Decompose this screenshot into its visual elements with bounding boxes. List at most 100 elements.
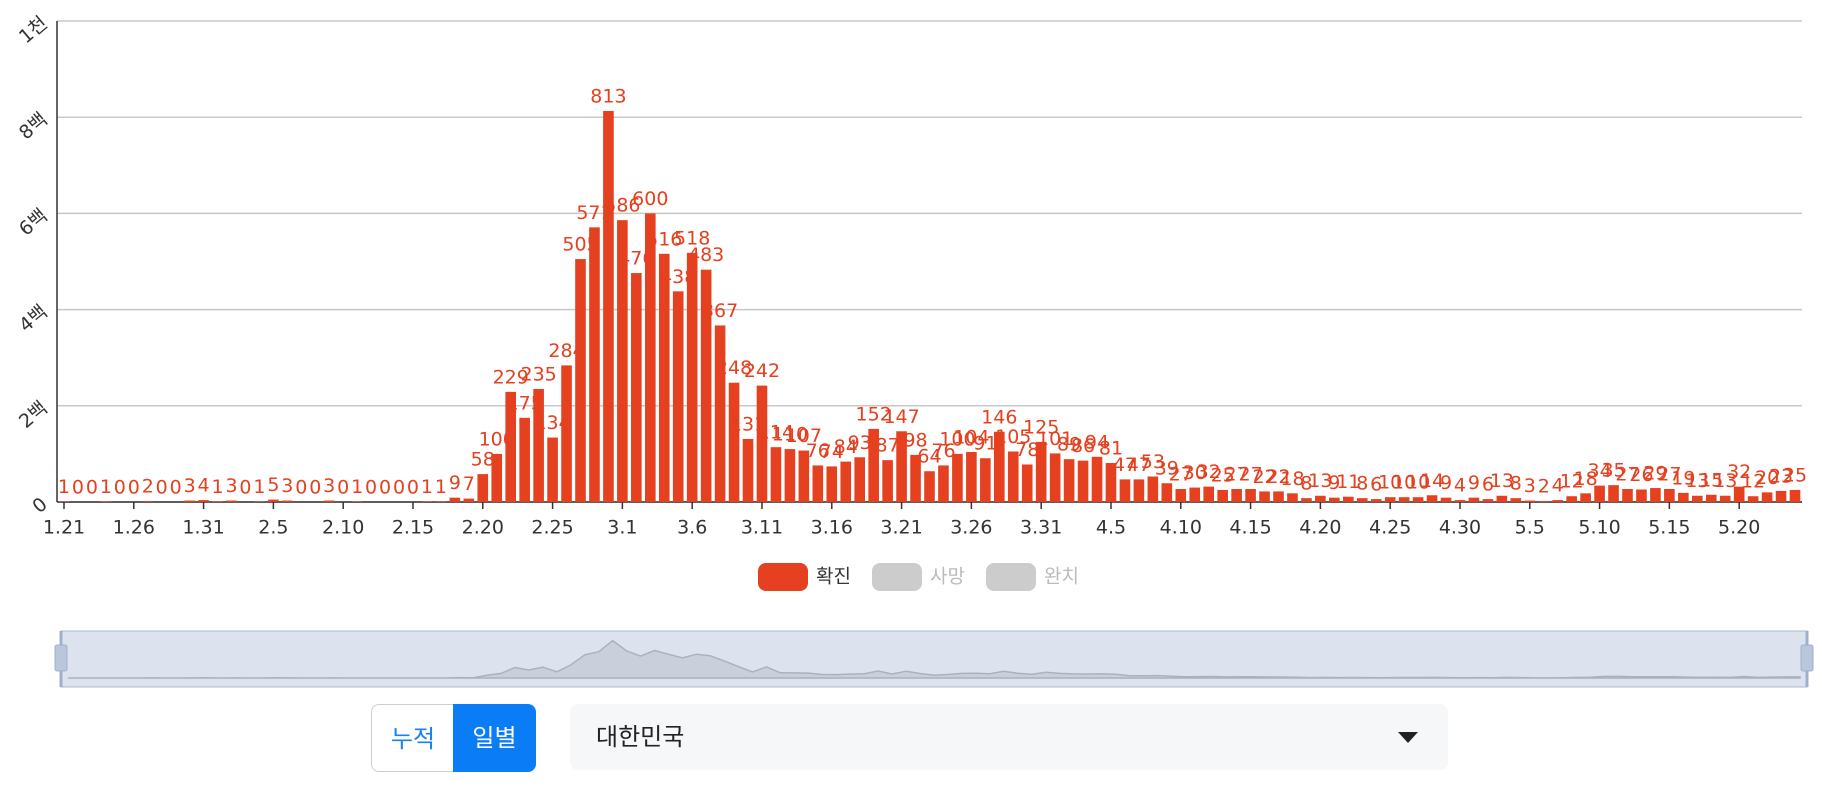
data-label: 0	[156, 477, 168, 499]
data-label: 5	[267, 474, 279, 496]
bar	[1608, 485, 1619, 502]
x-tick-label: 5.10	[1578, 517, 1620, 539]
caret	[1398, 732, 1418, 743]
x-tick-label: 4.10	[1160, 517, 1202, 539]
x-tick-label: 4.20	[1299, 517, 1341, 539]
data-label: 23	[1769, 465, 1793, 487]
bar	[1650, 488, 1661, 502]
bar	[1329, 497, 1340, 502]
y-tick-label: 6백	[15, 205, 52, 241]
data-label: 9	[1468, 472, 1480, 494]
data-label: 13	[1308, 470, 1332, 492]
data-label: 32	[1197, 461, 1221, 483]
data-label: 27	[1657, 464, 1681, 486]
zoom-handle[interactable]	[1800, 644, 1814, 672]
data-label: 14	[1420, 470, 1444, 492]
chart: 0 2백 4백 6백 8백 1천 1.21 1.26 1.31 2.5 2.10 2.15 2.20 2.…	[15, 12, 1814, 688]
data-label: 1	[211, 476, 223, 498]
legend-swatch	[986, 563, 1036, 591]
bar	[770, 447, 782, 502]
data-label: 0	[393, 477, 405, 499]
bar	[1119, 479, 1131, 502]
x-tick-label: 4.15	[1229, 517, 1271, 539]
data-label: 367	[702, 300, 738, 322]
data-label: 18	[1280, 468, 1304, 490]
x-tick-label: 2.20	[462, 517, 504, 539]
bar	[631, 273, 642, 502]
data-label: 32	[1727, 461, 1751, 483]
bar	[1594, 485, 1605, 502]
bar	[323, 500, 335, 502]
legend-swatch	[872, 563, 922, 591]
bar	[1384, 497, 1396, 502]
data-label: 15	[1699, 469, 1723, 491]
data-label: 9	[1440, 472, 1452, 494]
data-label: 1	[58, 476, 70, 498]
bar	[1133, 479, 1145, 502]
bar	[1063, 459, 1075, 502]
bar	[505, 391, 517, 502]
data-label: 229	[493, 366, 529, 388]
bar	[519, 417, 530, 502]
data-label: 110	[772, 424, 808, 446]
bar	[1775, 490, 1787, 502]
x-tick-label: 1.21	[43, 517, 85, 539]
mode-button[interactable]: 누적	[371, 704, 454, 772]
bar	[1552, 500, 1564, 502]
data-label: 27	[1225, 464, 1249, 486]
data-label: 98	[903, 429, 927, 451]
bar	[644, 213, 656, 502]
data-label: 78	[1015, 439, 1039, 461]
data-label: 22	[1266, 466, 1290, 488]
data-label: 81	[1099, 438, 1123, 460]
bar	[1049, 453, 1061, 502]
data-label: 0	[170, 477, 182, 499]
data-label: 600	[632, 188, 668, 210]
bar	[938, 465, 949, 502]
bar	[1315, 495, 1326, 502]
region-select[interactable]: 대한민국	[570, 704, 1448, 770]
y-tick-label: 2백	[15, 397, 52, 433]
data-label: 86	[1071, 435, 1095, 457]
data-label: 146	[981, 406, 1017, 428]
data-label: 131	[730, 413, 766, 435]
data-label: 518	[674, 227, 710, 249]
bar	[1510, 498, 1522, 502]
legend-label: 완치	[1044, 566, 1079, 588]
data-label: 100	[939, 428, 975, 450]
bar	[533, 388, 544, 502]
data-label: 0	[86, 477, 98, 499]
data-label: 0	[72, 477, 84, 499]
bar	[282, 500, 293, 502]
data-label: 58	[471, 449, 495, 471]
data-label: 0	[114, 477, 126, 499]
bar	[812, 465, 824, 502]
data-label: 152	[856, 403, 892, 425]
data-label: 64	[917, 446, 941, 468]
zoom-handle[interactable]	[54, 644, 68, 672]
data-label: 2	[1538, 476, 1550, 498]
bar	[1301, 498, 1312, 502]
data-label: 242	[744, 360, 780, 382]
data-label: 12	[1741, 471, 1765, 493]
x-tick-label: 3.16	[811, 517, 853, 539]
data-label: 1	[435, 476, 447, 498]
bar	[603, 110, 614, 503]
bar	[1789, 489, 1801, 502]
data-label: 11	[1336, 471, 1360, 493]
region-label: 대한민국	[596, 723, 685, 751]
mode-button[interactable]: 일별	[453, 704, 536, 772]
x-tick-label: 5.20	[1718, 517, 1760, 539]
data-label: 39	[1155, 458, 1179, 480]
data-label: 134	[534, 412, 570, 434]
data-label: 1	[253, 476, 265, 498]
bar	[449, 497, 461, 502]
bar	[142, 501, 154, 502]
data-label: 9	[1328, 472, 1340, 494]
bar	[952, 453, 963, 502]
bar	[672, 291, 684, 502]
bar	[924, 471, 935, 502]
bar	[1370, 499, 1382, 502]
bar	[993, 431, 1005, 502]
